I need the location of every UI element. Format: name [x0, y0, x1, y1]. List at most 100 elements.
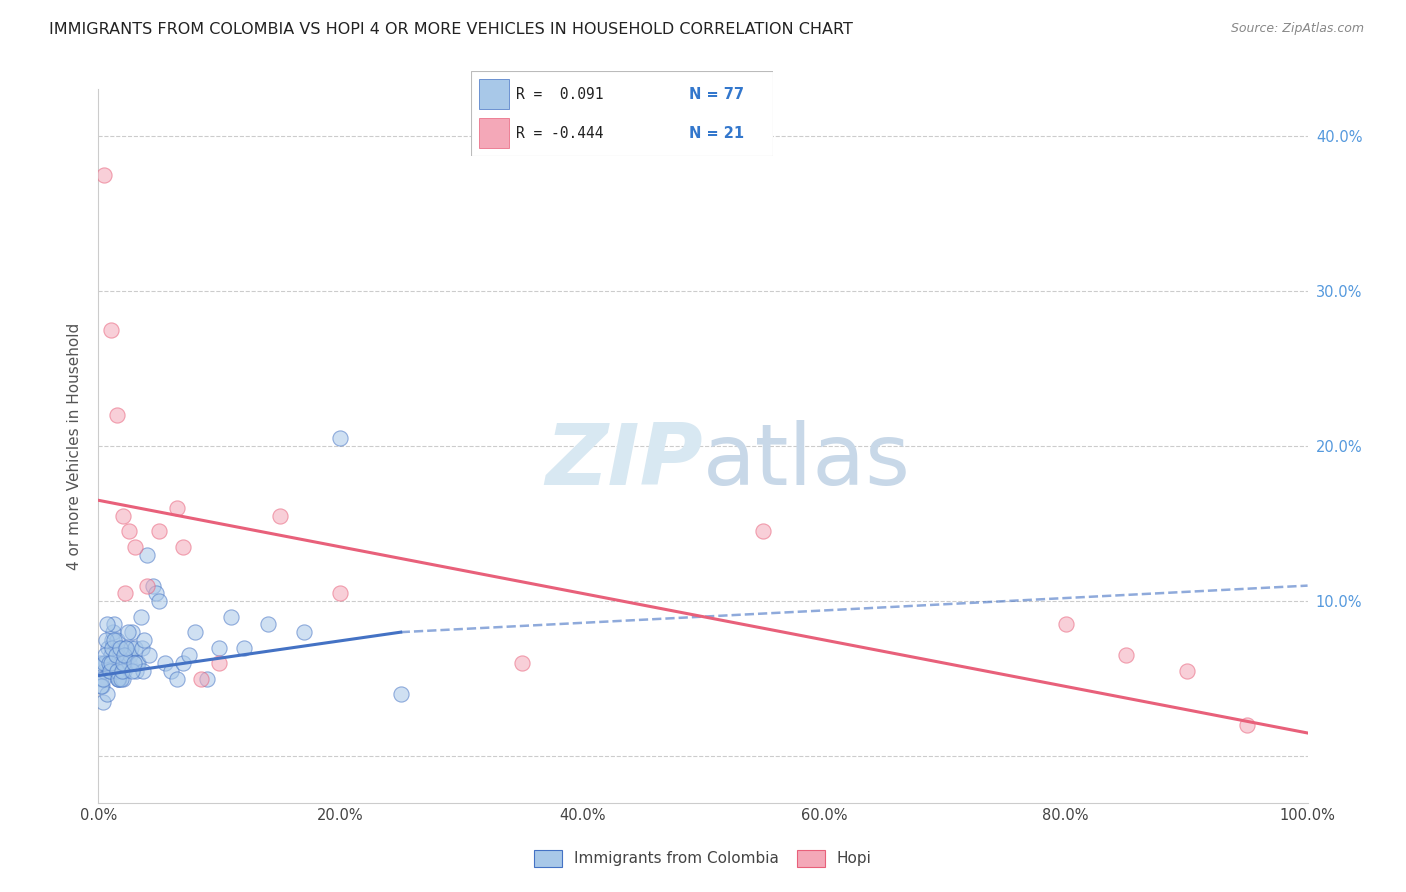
Text: N = 77: N = 77	[689, 87, 744, 102]
Point	[1054, 617, 1077, 632]
Point	[208, 656, 231, 670]
Point	[190, 672, 212, 686]
Point	[172, 656, 194, 670]
Point	[269, 508, 291, 523]
Point	[112, 664, 135, 678]
Point	[127, 656, 149, 670]
Point	[103, 617, 125, 632]
Point	[114, 640, 136, 655]
Point	[98, 664, 121, 678]
Point	[100, 632, 122, 647]
Point	[111, 664, 134, 678]
Point	[131, 640, 153, 655]
Point	[110, 672, 132, 686]
Point	[256, 617, 278, 632]
Point	[112, 648, 135, 663]
Point	[101, 625, 124, 640]
Point	[103, 632, 125, 647]
Point	[292, 625, 315, 640]
Point	[389, 687, 412, 701]
Point	[108, 656, 131, 670]
Point	[221, 609, 243, 624]
Point	[108, 640, 131, 655]
Point	[118, 656, 141, 670]
Point	[208, 640, 231, 655]
Point	[124, 640, 146, 655]
Point	[117, 625, 139, 640]
Point	[142, 579, 165, 593]
Point	[110, 656, 132, 670]
Point	[121, 664, 143, 678]
Y-axis label: 4 or more Vehicles in Household: 4 or more Vehicles in Household	[67, 322, 83, 570]
Point	[111, 508, 134, 523]
Point	[114, 640, 136, 655]
Point	[232, 640, 254, 655]
Point	[148, 524, 170, 539]
Point	[91, 695, 114, 709]
Text: IMMIGRANTS FROM COLOMBIA VS HOPI 4 OR MORE VEHICLES IN HOUSEHOLD CORRELATION CHA: IMMIGRANTS FROM COLOMBIA VS HOPI 4 OR MO…	[49, 22, 853, 37]
Point	[122, 656, 145, 670]
Text: N = 21: N = 21	[689, 126, 744, 141]
Point	[115, 648, 138, 663]
Point	[134, 632, 156, 647]
Point	[129, 609, 152, 624]
Point	[101, 640, 124, 655]
Point	[94, 648, 117, 663]
Point	[148, 594, 170, 608]
Point	[93, 656, 115, 670]
Text: ZIP: ZIP	[546, 420, 703, 503]
Point	[93, 664, 115, 678]
Point	[100, 648, 122, 663]
Point	[153, 656, 176, 670]
Point	[105, 632, 128, 647]
Point	[184, 625, 207, 640]
Legend: Immigrants from Colombia, Hopi: Immigrants from Colombia, Hopi	[534, 850, 872, 866]
Text: Source: ZipAtlas.com: Source: ZipAtlas.com	[1230, 22, 1364, 36]
FancyBboxPatch shape	[478, 79, 509, 110]
Point	[145, 586, 167, 600]
Point	[172, 540, 194, 554]
Point	[125, 664, 148, 678]
FancyBboxPatch shape	[478, 118, 509, 148]
Point	[108, 672, 131, 686]
Point	[1175, 664, 1198, 678]
Point	[120, 640, 142, 655]
Text: atlas: atlas	[703, 420, 911, 503]
Point	[94, 656, 117, 670]
Point	[124, 540, 146, 554]
Point	[1115, 648, 1137, 663]
Point	[111, 672, 134, 686]
Point	[114, 586, 136, 600]
Point	[135, 548, 157, 562]
Point	[100, 656, 122, 670]
Point	[107, 672, 129, 686]
Point	[96, 687, 118, 701]
Point	[135, 579, 157, 593]
Point	[118, 648, 141, 663]
Text: R =  0.091: R = 0.091	[516, 87, 603, 102]
Point	[752, 524, 775, 539]
Point	[107, 672, 129, 686]
Point	[166, 501, 188, 516]
Point	[121, 625, 143, 640]
Point	[100, 323, 122, 337]
Point	[104, 648, 127, 663]
Point	[132, 664, 155, 678]
Point	[127, 656, 149, 670]
Point	[90, 672, 112, 686]
Point	[1236, 718, 1258, 732]
Point	[510, 656, 533, 670]
Point	[96, 617, 118, 632]
Point	[329, 431, 352, 445]
Point	[90, 680, 112, 694]
Point	[97, 656, 120, 670]
Point	[105, 664, 128, 678]
Point	[118, 524, 141, 539]
Point	[105, 408, 128, 422]
Point	[89, 656, 111, 670]
Point	[195, 672, 218, 686]
Point	[160, 664, 183, 678]
Point	[329, 586, 352, 600]
Text: R = -0.444: R = -0.444	[516, 126, 603, 141]
Point	[91, 672, 114, 686]
